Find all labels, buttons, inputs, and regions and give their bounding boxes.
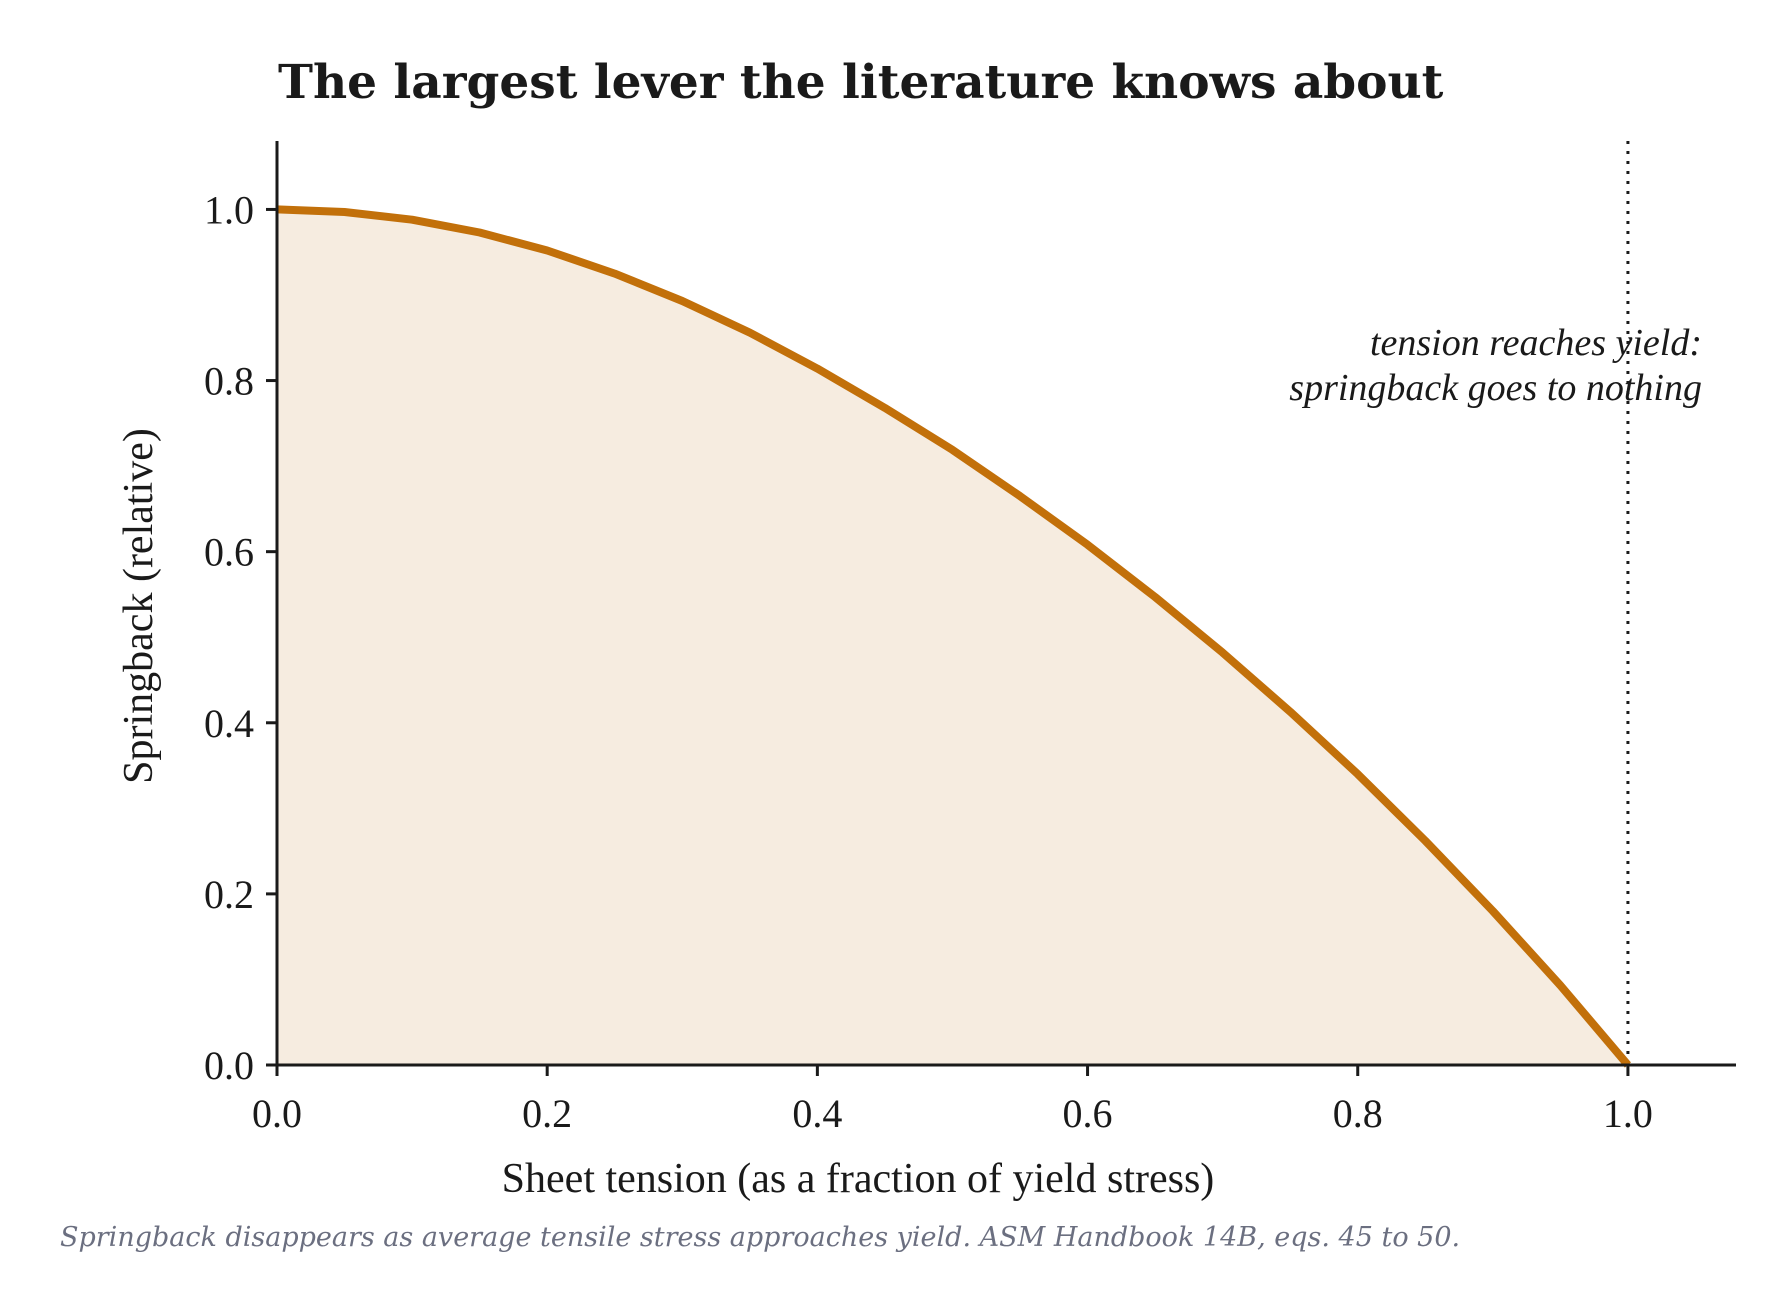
y-tick-label: 0.6 [204, 530, 254, 575]
y-tick-label: 0.2 [204, 872, 254, 917]
y-tick-label: 1.0 [204, 187, 254, 232]
x-tick-label: 0.2 [522, 1091, 572, 1136]
chart-title: The largest lever the literature knows a… [278, 55, 1444, 110]
y-tick-label: 0.4 [204, 701, 254, 746]
x-tick-label: 1.0 [1603, 1091, 1653, 1136]
series-area-fill [277, 209, 1628, 1065]
series-line [276, 205, 1631, 1068]
chart-caption: Springback disappears as average tensile… [60, 1222, 1460, 1253]
x-tick-label: 0.4 [792, 1091, 842, 1136]
y-tick-label: 0.8 [204, 359, 254, 404]
annotation-line-1: tension reaches yield: [1370, 322, 1702, 364]
x-axis-label: Sheet tension (as a fraction of yield st… [502, 1156, 1215, 1202]
x-tick-label: 0.6 [1063, 1091, 1113, 1136]
y-axis-label: Springback (relative) [116, 428, 162, 784]
x-tick-label: 0.8 [1333, 1091, 1383, 1136]
x-tick-label: 0.0 [252, 1091, 302, 1136]
plot-area: 0.0 0.2 0.4 0.6 0.8 1.0 0.0 0.2 0.4 0.6 0.8 1.0 [204, 141, 1736, 1136]
y-tick-label: 0.0 [204, 1043, 254, 1088]
annotation-line-2: springback goes to nothing [1289, 367, 1702, 409]
